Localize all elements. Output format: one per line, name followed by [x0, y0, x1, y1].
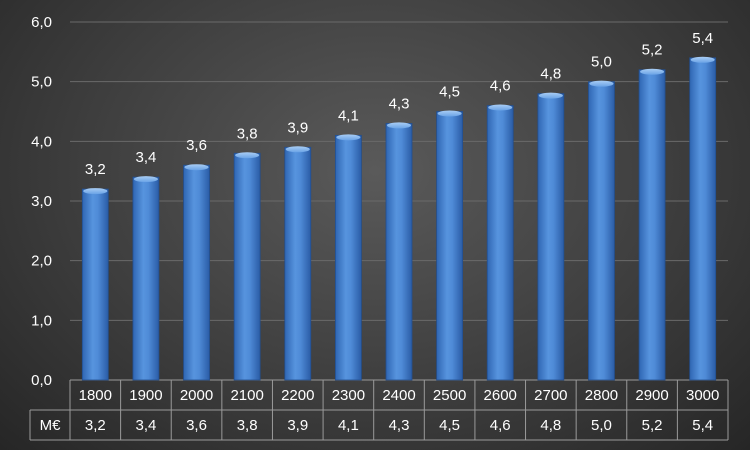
x-category-label: 1900 — [129, 387, 162, 404]
x-category-label: 2000 — [180, 387, 213, 404]
bar-cap — [690, 56, 715, 63]
data-label: 4,8 — [540, 66, 561, 83]
bar-cap — [235, 152, 260, 159]
x-category-label: 2400 — [382, 387, 415, 404]
bar — [537, 92, 565, 381]
bar-cap — [133, 176, 158, 183]
bar-cap — [488, 104, 513, 111]
table-value-cell: 5,4 — [692, 417, 713, 434]
x-category-label: 2200 — [281, 387, 314, 404]
y-tick-label: 2,0 — [31, 253, 52, 270]
bar — [132, 176, 160, 381]
bar-cap — [589, 80, 614, 87]
bar-body — [638, 69, 666, 381]
table-value-cell: 4,5 — [439, 417, 460, 434]
data-label: 3,2 — [85, 161, 106, 178]
bar-body — [486, 105, 514, 381]
data-label: 5,0 — [591, 54, 612, 71]
bar-body — [588, 81, 615, 381]
bar-body — [689, 57, 717, 381]
y-tick-label: 5,0 — [31, 74, 52, 91]
y-tick-label: 4,0 — [31, 133, 52, 150]
data-label: 5,4 — [692, 30, 713, 47]
bar — [486, 104, 514, 381]
y-axis-ticks: 0,0 1,0 2,0 3,0 4,0 5,0 6,0 — [31, 14, 52, 389]
table-value-cell: 4,1 — [338, 417, 359, 434]
bar-cap — [184, 164, 209, 171]
bar-cap — [437, 110, 462, 117]
data-label: 3,6 — [186, 137, 207, 154]
x-category-label: 2300 — [332, 387, 365, 404]
bar — [638, 68, 666, 381]
table-value-cell: 3,9 — [287, 417, 308, 434]
data-label: 4,5 — [439, 84, 460, 101]
data-label: 3,8 — [237, 125, 258, 142]
bar-body — [537, 93, 565, 381]
table-value-cell: 5,0 — [591, 417, 612, 434]
x-category-label: 3000 — [686, 387, 719, 404]
bar-body — [183, 164, 210, 381]
table-value-cell: 3,6 — [186, 417, 207, 434]
bar-cap — [83, 188, 108, 195]
data-label: 3,9 — [287, 119, 308, 136]
x-category-label: 2600 — [484, 387, 517, 404]
x-category-label: 2100 — [230, 387, 263, 404]
table-value-cell: 3,2 — [85, 417, 106, 434]
bar-body — [132, 176, 160, 381]
bar-cap — [640, 68, 665, 75]
y-tick-label: 1,0 — [31, 312, 52, 329]
x-category-label: 2700 — [534, 387, 567, 404]
x-category-label: 1800 — [79, 387, 112, 404]
bar-body — [334, 134, 362, 381]
bar — [588, 80, 615, 381]
data-labels: 3,2 3,4 3,6 3,8 3,9 4,1 4,3 4,5 4,6 4,8 5,0 5,2 5,4 — [85, 30, 713, 178]
bar-cap — [285, 146, 310, 153]
bar-cap — [336, 134, 361, 141]
bar — [689, 56, 717, 381]
data-label: 5,2 — [642, 42, 663, 59]
bar — [334, 134, 362, 381]
data-label: 4,3 — [389, 95, 410, 112]
bars — [81, 56, 717, 381]
bar — [183, 164, 210, 381]
table-value-cell: 3,4 — [135, 417, 156, 434]
bar — [284, 146, 312, 381]
x-category-label: 2900 — [635, 387, 668, 404]
bar-body — [81, 188, 109, 381]
bar-cap — [538, 92, 563, 99]
bar — [233, 152, 261, 381]
bar-body — [284, 146, 312, 381]
bar — [385, 122, 413, 381]
bar-body — [385, 123, 413, 381]
table-value-cell: 3,8 — [237, 417, 258, 434]
bar — [81, 188, 109, 381]
data-table: M€ 1800 3,2 1900 3,4 2000 3,6 2100 3,8 2200 3,9 230… — [29, 380, 729, 441]
table-value-cell: 4,8 — [540, 417, 561, 434]
y-tick-label: 6,0 — [31, 14, 52, 31]
table-value-cell: 5,2 — [642, 417, 663, 434]
x-category-label: 2500 — [433, 387, 466, 404]
data-label: 4,6 — [490, 78, 511, 95]
bar-body — [436, 111, 464, 381]
table-series-name: M€ — [40, 417, 61, 434]
data-label: 3,4 — [135, 149, 156, 166]
table-value-cell: 4,3 — [389, 417, 410, 434]
bar-body — [233, 152, 261, 381]
y-tick-label: 3,0 — [31, 193, 52, 210]
bar — [436, 110, 464, 381]
data-label: 4,1 — [338, 107, 359, 124]
bar-cap — [387, 122, 411, 129]
y-tick-label: 0,0 — [31, 372, 52, 389]
table-value-cell: 4,6 — [490, 417, 511, 434]
x-category-label: 2800 — [585, 387, 618, 404]
